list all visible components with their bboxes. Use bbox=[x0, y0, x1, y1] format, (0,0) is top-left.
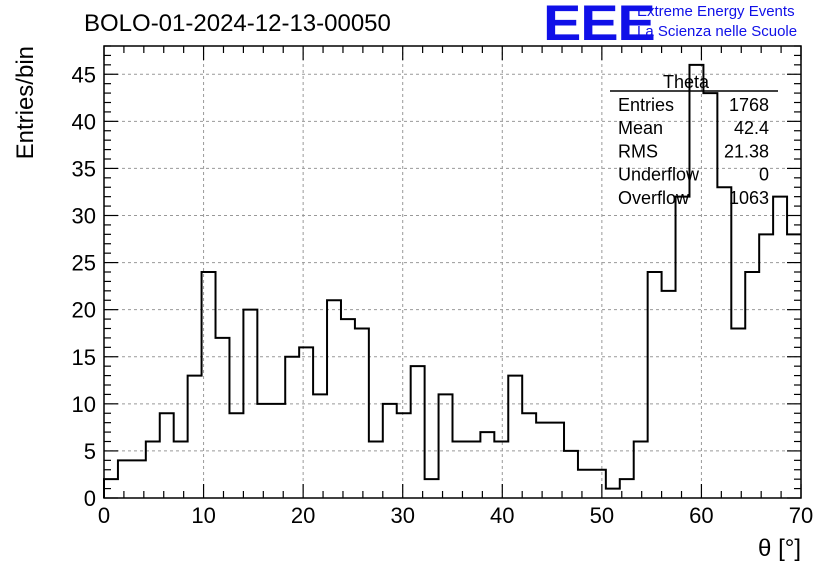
histogram-bin bbox=[285, 357, 299, 498]
histogram-bin bbox=[369, 442, 383, 499]
histogram-bin bbox=[508, 376, 522, 498]
histogram-bin bbox=[229, 413, 243, 498]
histogram-bin bbox=[299, 347, 313, 498]
histogram-bin bbox=[662, 291, 676, 498]
y-tick-label: 10 bbox=[72, 392, 96, 417]
x-tick-label: 0 bbox=[98, 503, 110, 528]
x-tick-label: 10 bbox=[191, 503, 215, 528]
x-tick-label: 40 bbox=[490, 503, 514, 528]
histogram-bin bbox=[383, 404, 397, 498]
x-tick-label: 70 bbox=[789, 503, 813, 528]
histogram-bin bbox=[620, 479, 634, 498]
histogram-bin bbox=[188, 376, 202, 498]
histogram-bin bbox=[453, 442, 467, 499]
y-tick-label: 0 bbox=[84, 486, 96, 511]
stats-box-title: Theta bbox=[663, 72, 710, 92]
histogram-bin bbox=[689, 65, 703, 498]
logo-text-line1: Extreme Energy Events bbox=[637, 3, 795, 20]
histogram-bin bbox=[118, 460, 132, 498]
stats-row-label: Underflow bbox=[618, 165, 700, 185]
histogram-bin bbox=[731, 329, 745, 499]
logo-text-line2: La Scienza nelle Scuole bbox=[637, 23, 798, 40]
stats-row-label: Mean bbox=[618, 118, 663, 138]
histogram-bin bbox=[146, 442, 160, 499]
histogram-bin bbox=[216, 338, 230, 498]
histogram-bin bbox=[592, 470, 606, 498]
histogram-bin bbox=[480, 432, 494, 498]
y-tick-label: 5 bbox=[84, 439, 96, 464]
histogram-bin bbox=[313, 394, 327, 498]
histogram-bin bbox=[578, 470, 592, 498]
histogram-bin bbox=[160, 413, 174, 498]
histogram-bin bbox=[411, 366, 425, 498]
eee-logo-mark: EEE bbox=[543, 0, 656, 51]
histogram-bin bbox=[550, 423, 564, 498]
histogram-bin bbox=[773, 197, 787, 498]
y-tick-label: 40 bbox=[72, 109, 96, 134]
stats-row-value: 21.38 bbox=[724, 141, 769, 161]
y-tick-labels: 0 5 10 15 20 25 30 35 40 45 bbox=[72, 62, 96, 511]
histogram-bin bbox=[271, 404, 285, 498]
y-axis-label: Entries/bin bbox=[12, 46, 39, 159]
histogram-bin bbox=[634, 442, 648, 499]
histogram-bin bbox=[327, 300, 341, 498]
histogram-bin bbox=[745, 272, 759, 498]
plot-title: BOLO-01-2024-12-13-00050 bbox=[84, 10, 391, 37]
histogram-outline bbox=[103, 63, 801, 498]
histogram-bin bbox=[787, 234, 801, 498]
stats-row-value: 1063 bbox=[729, 188, 769, 208]
y-tick-label: 30 bbox=[72, 204, 96, 229]
stats-row-value: 0 bbox=[759, 165, 769, 185]
histogram-bin bbox=[648, 272, 662, 498]
histogram-bin bbox=[759, 234, 773, 498]
x-axis-label: θ [°] bbox=[758, 535, 801, 562]
stats-row-label: Overflow bbox=[618, 188, 690, 208]
histogram-bin bbox=[104, 479, 118, 498]
eee-logo: EEE Extreme Energy Events La Scienza nel… bbox=[543, 0, 833, 51]
histogram-bin bbox=[522, 413, 536, 498]
histogram-bin bbox=[425, 479, 439, 498]
x-tick-label: 30 bbox=[390, 503, 414, 528]
stats-row-label: RMS bbox=[618, 141, 658, 161]
x-tick-label: 50 bbox=[590, 503, 614, 528]
stats-row-label: Entries bbox=[618, 95, 674, 115]
y-tick-label: 25 bbox=[72, 251, 96, 276]
histogram-bin bbox=[439, 394, 453, 498]
histogram-bin bbox=[676, 197, 690, 498]
histogram-bin bbox=[243, 310, 257, 498]
x-tick-label: 20 bbox=[291, 503, 315, 528]
x-tick-label: 60 bbox=[689, 503, 713, 528]
stats-row-value: 42.4 bbox=[734, 118, 769, 138]
axis-ticks bbox=[103, 45, 802, 499]
y-tick-label: 15 bbox=[72, 345, 96, 370]
histogram-bin bbox=[717, 187, 731, 498]
histogram-bin bbox=[564, 451, 578, 498]
stats-box: Theta Entries 1768 Mean 42.4 RMS 21.38 Underfl… bbox=[610, 72, 778, 208]
histogram-bins bbox=[103, 63, 801, 499]
histogram-bin bbox=[397, 413, 411, 498]
histogram-bin bbox=[355, 329, 369, 499]
y-tick-label: 20 bbox=[72, 298, 96, 323]
grid-lines bbox=[104, 46, 801, 498]
stats-row-value: 1768 bbox=[729, 95, 769, 115]
histogram-bin bbox=[132, 460, 146, 498]
histogram-bin bbox=[494, 442, 508, 499]
y-tick-label: 35 bbox=[72, 156, 96, 181]
histogram-bin bbox=[703, 93, 717, 498]
histogram-bin bbox=[466, 442, 480, 499]
histogram-bin bbox=[341, 319, 355, 498]
histogram-bin bbox=[202, 272, 216, 498]
histogram-bin bbox=[257, 404, 271, 498]
plot-frame bbox=[103, 45, 802, 499]
y-tick-label: 45 bbox=[72, 62, 96, 87]
x-tick-labels: 0 10 20 30 40 50 60 70 bbox=[98, 503, 813, 528]
histogram-bin bbox=[174, 442, 188, 499]
histogram-bin bbox=[536, 423, 550, 498]
histogram-bin bbox=[606, 489, 620, 498]
